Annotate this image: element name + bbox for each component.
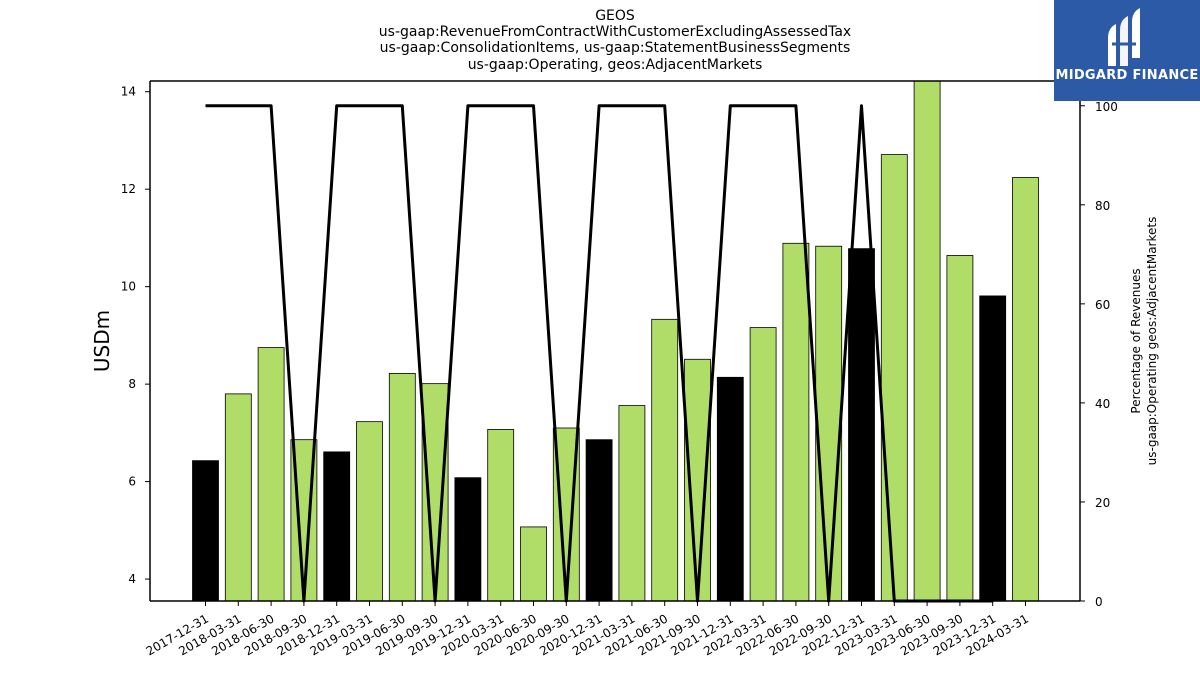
- brand-logo: MIDGARD FINANCE: [1054, 0, 1200, 101]
- bar: [946, 255, 974, 602]
- title-line: us-gaap:Operating, geos:AdjacentMarkets: [468, 57, 763, 73]
- bar: [979, 295, 1007, 602]
- bar: [323, 451, 351, 602]
- bar: [1012, 177, 1039, 602]
- y-axis-label-left: USDm: [90, 310, 114, 372]
- y-tick-label-left: 6: [128, 475, 136, 489]
- y-tick-label-left: 14: [121, 85, 136, 99]
- y-axis-label-right-line: Percentage of Revenues: [1129, 268, 1143, 413]
- title-line: us-gaap:ConsolidationItems, us-gaap:Stat…: [380, 40, 851, 56]
- y-tick-label-right: 40: [1095, 397, 1110, 411]
- y-tick-label-left: 10: [121, 280, 136, 294]
- bar: [487, 429, 515, 602]
- y-axis-right: 0 20 40 60 80 100: [1080, 100, 1118, 609]
- y-tick-label-right: 0: [1095, 595, 1103, 609]
- bar: [651, 318, 679, 602]
- bar-series: [192, 80, 1039, 602]
- bar: [520, 526, 547, 602]
- line-series: [205, 104, 993, 603]
- plot-frame: [149, 80, 1081, 602]
- y-tick-label-left: 12: [121, 182, 136, 196]
- bar: [192, 460, 219, 602]
- bar: [815, 245, 843, 602]
- y-tick-label-right: 60: [1095, 298, 1110, 312]
- y-axis-label-right-line: us-gaap:Operating geos:AdjacentMarkets: [1145, 217, 1159, 466]
- logo-mark-icon: [1108, 8, 1140, 66]
- y-tick-label-left: 4: [128, 572, 136, 586]
- bar: [421, 383, 449, 602]
- y-axis-label-right: Percentage of Revenues us-gaap:Operating…: [1129, 217, 1159, 466]
- bar: [913, 80, 941, 602]
- y-axis-left: 4 6 8 10 12 14: [121, 85, 150, 586]
- chart-title: GEOS us-gaap:RevenueFromContractWithCust…: [379, 8, 851, 73]
- title-line: us-gaap:RevenueFromContractWithCustomerE…: [379, 24, 851, 40]
- bar: [585, 439, 613, 602]
- bar: [749, 327, 777, 602]
- bar: [356, 421, 383, 602]
- bar: [848, 248, 875, 602]
- title-line: GEOS: [595, 8, 635, 24]
- percentage-line: [205, 104, 993, 603]
- logo-text: MIDGARD FINANCE: [1055, 68, 1199, 83]
- y-tick-label-right: 20: [1095, 496, 1110, 510]
- y-tick-label-right: 100: [1095, 100, 1118, 114]
- bar: [257, 347, 285, 602]
- y-tick-label-left: 8: [128, 377, 136, 391]
- bar: [716, 376, 744, 602]
- bar: [618, 405, 646, 602]
- bar: [880, 154, 908, 602]
- bar: [454, 477, 482, 602]
- bar: [224, 393, 252, 602]
- y-tick-label-right: 80: [1095, 199, 1110, 213]
- bar: [388, 373, 416, 602]
- x-axis: 2017-12-312018-03-312018-06-302018-09-30…: [144, 601, 1031, 658]
- bar: [782, 242, 810, 602]
